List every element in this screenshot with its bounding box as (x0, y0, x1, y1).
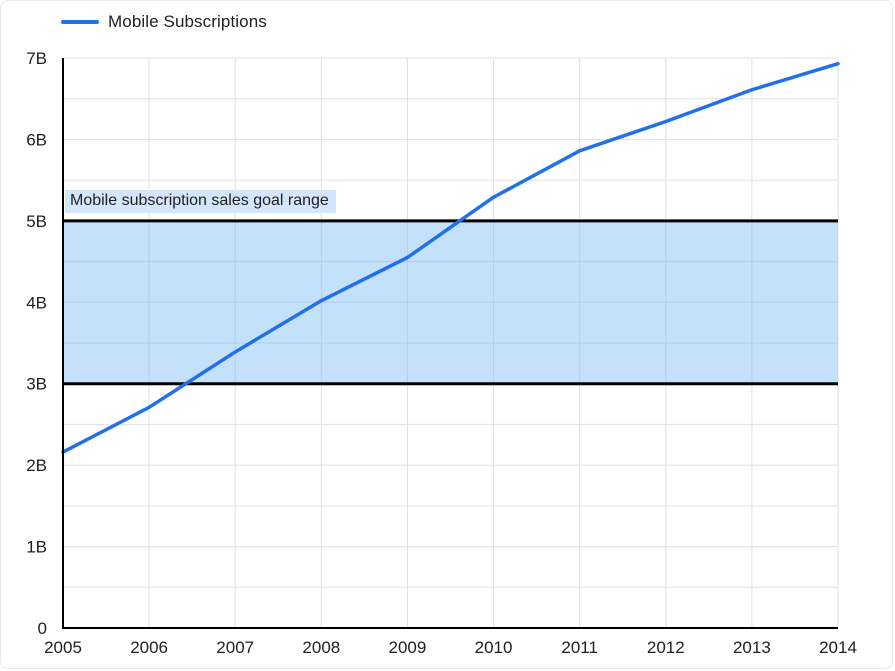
goal-range-band (63, 219, 838, 386)
x-tick-label: 2008 (302, 638, 340, 657)
y-tick-label: 7B (26, 49, 47, 68)
series-line-mobile-subscriptions[interactable] (61, 61, 840, 454)
legend-label: Mobile Subscriptions (108, 12, 267, 31)
y-tick-label: 3B (26, 375, 47, 394)
x-axis-tick-labels: 2005 2006 2007 2008 2009 2010 2011 2012 2013 2014 (44, 638, 857, 657)
y-tick-label: 4B (26, 293, 47, 312)
x-tick-label: 2006 (130, 638, 168, 657)
goal-band-fill (63, 220, 838, 384)
legend-line-swatch (61, 20, 99, 24)
x-tick-label: 2011 (561, 638, 598, 657)
series-line-group (61, 61, 840, 454)
y-tick-label: 5B (26, 212, 47, 231)
x-tick-label: 2013 (733, 638, 771, 657)
y-tick-label: 6B (26, 130, 47, 149)
goal-range-label: Mobile subscription sales goal range (65, 190, 336, 213)
x-tick-label: 2009 (389, 638, 427, 657)
x-tick-label: 2007 (216, 638, 254, 657)
x-tick-label: 2014 (819, 638, 857, 657)
x-tick-label: 2010 (475, 638, 513, 657)
x-tick-label: 2012 (647, 638, 685, 657)
y-tick-label: 0 (38, 619, 47, 638)
y-axis-tick-labels: 0 1B 2B 3B 4B 5B 6B 7B (26, 49, 47, 638)
legend[interactable]: Mobile Subscriptions (61, 12, 267, 32)
axes (62, 58, 838, 629)
x-tick-label: 2005 (44, 638, 82, 657)
y-tick-label: 2B (26, 456, 47, 475)
y-tick-label: 1B (26, 538, 47, 557)
